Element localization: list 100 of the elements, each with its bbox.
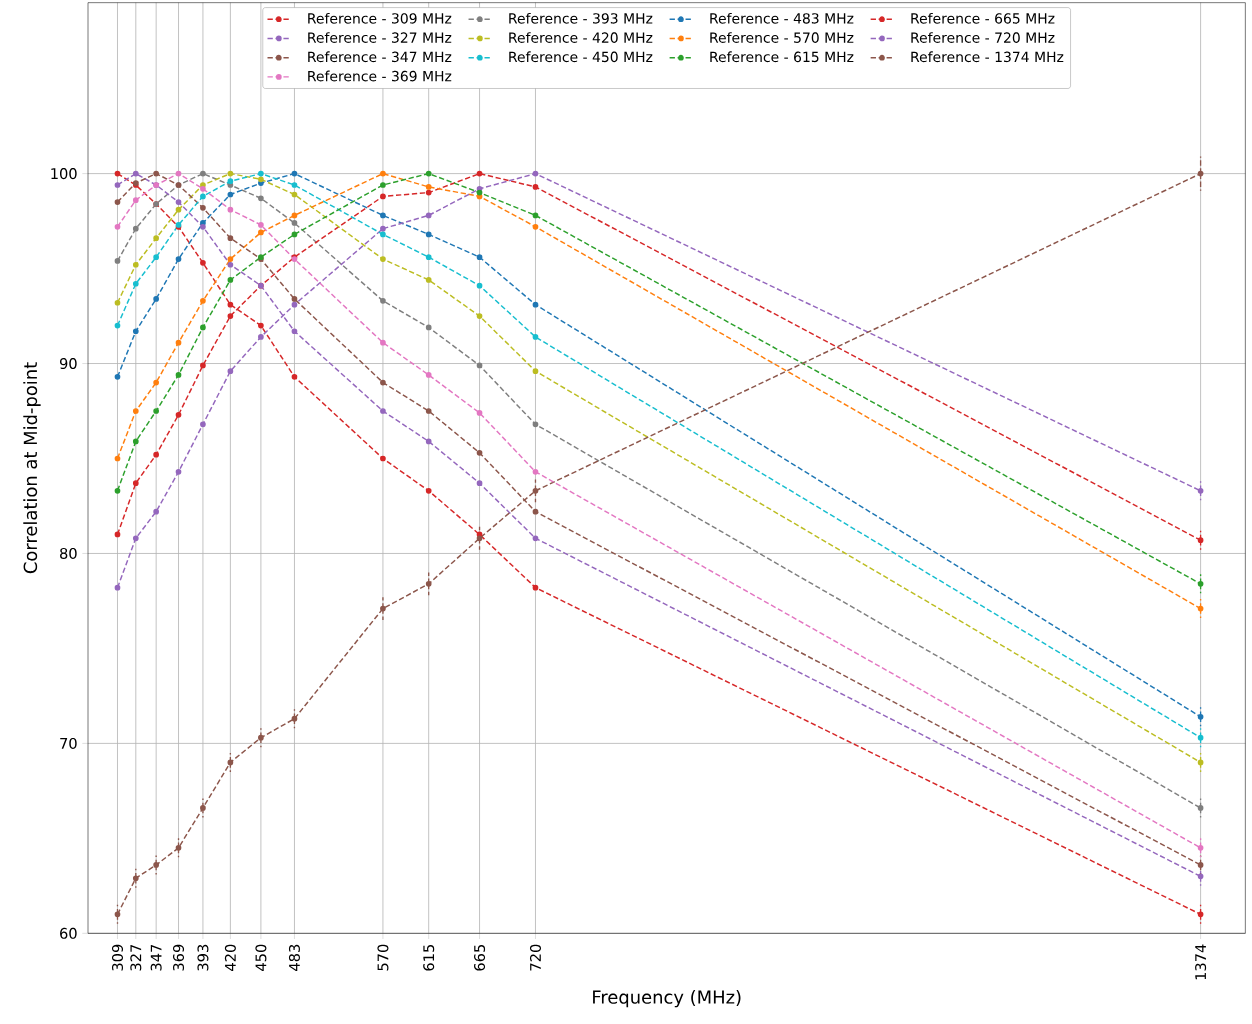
point: [425, 184, 432, 190]
point: [114, 223, 121, 230]
point: [425, 324, 432, 331]
x-tick-label: 420: [224, 944, 236, 971]
point: [153, 296, 159, 302]
point: [1197, 862, 1204, 868]
point: [132, 328, 139, 335]
point: [200, 260, 206, 266]
point: [175, 339, 182, 346]
point: [291, 301, 298, 308]
point: [425, 231, 432, 238]
point: [532, 468, 539, 475]
point: [132, 225, 139, 232]
legend-label: Reference - 393 MHz: [509, 12, 653, 24]
legend-label: Reference - 327 MHz: [308, 32, 452, 43]
point: [380, 182, 386, 188]
point: [258, 222, 264, 228]
point: [532, 421, 539, 428]
point: [258, 322, 264, 329]
x-tick-label: 483: [288, 944, 300, 971]
x-tick-label: 570: [377, 944, 389, 971]
point: [1197, 873, 1204, 880]
x-tick-label: 393: [197, 944, 209, 971]
point: [380, 339, 386, 346]
point: [153, 408, 159, 414]
point: [425, 254, 432, 261]
point: [114, 199, 121, 205]
point: [1197, 170, 1204, 177]
point: [380, 298, 386, 304]
legend-label: Reference - 450 MHz: [509, 51, 653, 63]
x-tick-label: 369: [173, 944, 185, 971]
point: [114, 299, 121, 306]
point: [227, 235, 234, 242]
point: [476, 410, 483, 416]
x-tick-label: 309: [111, 944, 124, 971]
point: [132, 170, 139, 177]
point: [532, 170, 539, 177]
point: [114, 258, 121, 264]
point: [1197, 537, 1204, 544]
point: [200, 324, 206, 331]
point: [175, 468, 182, 475]
point: [227, 178, 234, 185]
legend-label: Reference - 570 MHz: [710, 32, 854, 43]
legend-label: Reference - 720 MHz: [911, 32, 1055, 43]
point: [200, 204, 206, 211]
x-tick-label: 615: [423, 944, 435, 971]
point: [227, 277, 234, 283]
point: [200, 185, 206, 192]
point: [425, 408, 432, 414]
x-axis-title: Frequency (MHz): [593, 990, 741, 1008]
point: [132, 197, 139, 204]
point: [425, 212, 432, 219]
point: [200, 170, 206, 177]
point: [227, 368, 234, 374]
point: [476, 189, 483, 196]
point: [291, 170, 298, 177]
point: [153, 235, 159, 242]
y-tick-label: 80: [60, 547, 77, 559]
point: [114, 487, 121, 494]
point: [114, 182, 121, 188]
point: [227, 759, 234, 766]
legend-label: Reference - 369 MHz: [308, 70, 452, 82]
point: [532, 535, 539, 542]
point: [114, 322, 121, 329]
point: [114, 170, 121, 177]
point: [258, 734, 264, 741]
point: [476, 282, 483, 289]
point: [291, 328, 298, 335]
point: [476, 480, 483, 487]
point: [132, 408, 139, 414]
x-tick-label: 347: [150, 944, 162, 971]
point: [175, 411, 182, 418]
point: [175, 256, 182, 262]
point: [476, 362, 483, 369]
point: [425, 372, 432, 378]
point: [258, 176, 264, 183]
point: [380, 225, 386, 232]
legend-label: Reference - 1374 MHz: [911, 51, 1064, 63]
point: [200, 805, 206, 811]
point: [291, 212, 298, 219]
point: [132, 535, 139, 542]
point: [227, 170, 234, 177]
point: [380, 256, 386, 262]
point: [200, 421, 206, 428]
point: [380, 231, 386, 238]
point: [476, 313, 483, 319]
point: [132, 280, 139, 287]
x-tick-label: 720: [529, 944, 542, 971]
point: [200, 223, 206, 230]
point: [153, 862, 159, 868]
point: [227, 313, 234, 319]
point: [258, 195, 264, 202]
point: [175, 372, 182, 378]
point: [532, 368, 539, 374]
point: [532, 584, 539, 591]
point: [227, 261, 234, 268]
point: [476, 449, 483, 456]
point: [380, 605, 386, 612]
legend-label: Reference - 309 MHz: [308, 12, 452, 24]
point: [132, 261, 139, 268]
